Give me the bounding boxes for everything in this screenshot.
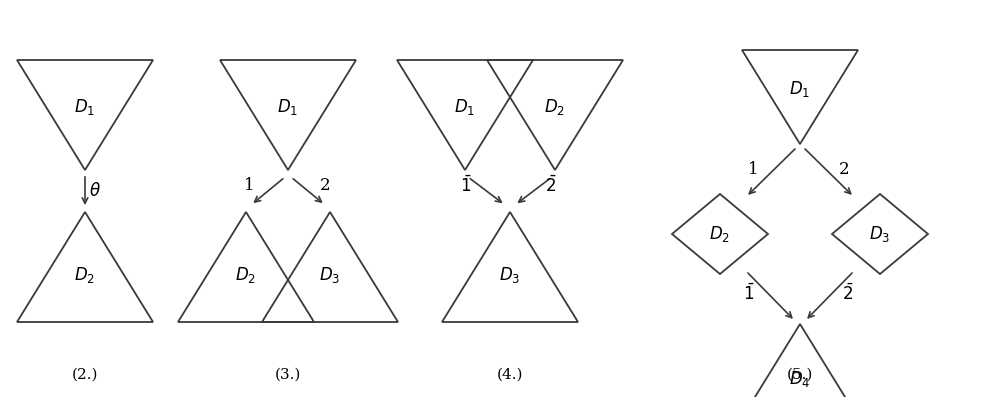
Text: 1: 1 (244, 177, 254, 195)
Text: (2.): (2.) (72, 368, 99, 382)
Text: $\bar{2}$: $\bar{2}$ (545, 176, 556, 196)
Text: $D_2$: $D_2$ (709, 224, 730, 244)
Text: (4.): (4.) (497, 368, 523, 382)
Text: (5.): (5.) (787, 368, 813, 382)
Text: $D_1$: $D_1$ (454, 97, 475, 117)
Text: 1: 1 (748, 162, 759, 179)
Text: $D_4$: $D_4$ (789, 369, 811, 389)
Text: (3.): (3.) (275, 368, 301, 382)
Text: 2: 2 (840, 162, 850, 179)
Text: $D_3$: $D_3$ (499, 265, 521, 285)
Text: $D_2$: $D_2$ (75, 265, 96, 285)
Text: $D_2$: $D_2$ (545, 97, 566, 117)
Text: $D_1$: $D_1$ (75, 97, 96, 117)
Text: $D_3$: $D_3$ (870, 224, 890, 244)
Text: $\bar{2}$: $\bar{2}$ (842, 284, 854, 304)
Text: 2: 2 (320, 177, 331, 195)
Text: $\theta$: $\theta$ (89, 182, 101, 200)
Text: $\bar{1}$: $\bar{1}$ (460, 176, 471, 196)
Text: $D_1$: $D_1$ (790, 79, 811, 99)
Text: $D_3$: $D_3$ (320, 265, 341, 285)
Text: $\bar{1}$: $\bar{1}$ (743, 284, 754, 304)
Text: $D_1$: $D_1$ (278, 97, 299, 117)
Text: $D_2$: $D_2$ (235, 265, 257, 285)
